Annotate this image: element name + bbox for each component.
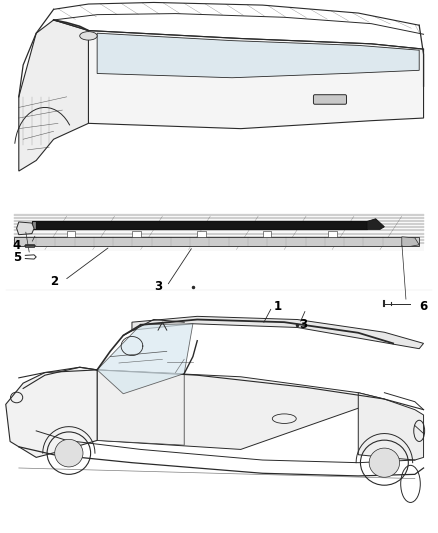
Polygon shape	[367, 219, 385, 229]
Text: 3: 3	[154, 280, 162, 293]
Polygon shape	[97, 324, 193, 394]
Bar	[67, 231, 75, 237]
Bar	[132, 231, 141, 237]
Bar	[14, 237, 419, 246]
Polygon shape	[19, 20, 88, 171]
Polygon shape	[402, 237, 419, 246]
Polygon shape	[97, 370, 385, 449]
Bar	[14, 214, 424, 251]
Polygon shape	[358, 393, 424, 460]
Text: 4: 4	[13, 239, 21, 252]
Bar	[262, 231, 271, 237]
Ellipse shape	[80, 31, 97, 40]
Bar	[328, 231, 336, 237]
Polygon shape	[97, 370, 184, 445]
Bar	[25, 244, 34, 247]
Text: 2: 2	[50, 275, 58, 288]
Ellipse shape	[55, 439, 83, 467]
Polygon shape	[97, 33, 419, 78]
Text: 3: 3	[300, 318, 307, 332]
Polygon shape	[88, 30, 424, 128]
Polygon shape	[132, 317, 424, 349]
Text: 6: 6	[419, 300, 427, 313]
Polygon shape	[6, 367, 97, 457]
Bar	[197, 231, 206, 237]
Ellipse shape	[369, 448, 399, 477]
Polygon shape	[17, 222, 34, 235]
Bar	[36, 221, 367, 229]
Text: 5: 5	[13, 251, 21, 264]
FancyBboxPatch shape	[314, 95, 346, 104]
FancyBboxPatch shape	[32, 221, 36, 229]
Text: 1: 1	[273, 300, 282, 313]
